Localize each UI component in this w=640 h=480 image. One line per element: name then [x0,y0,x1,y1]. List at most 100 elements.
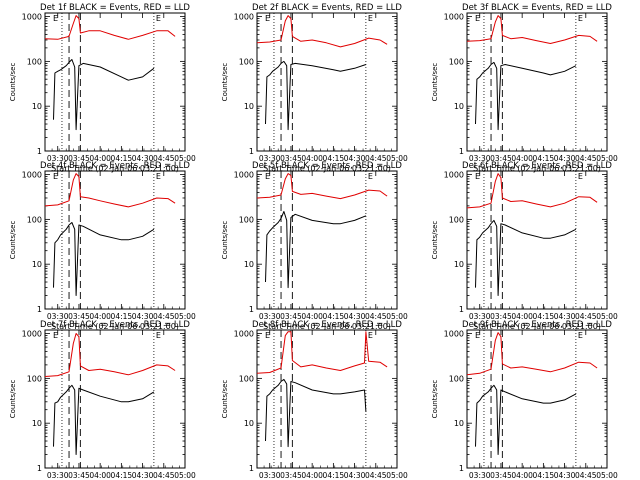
panel-title: Det 6f BLACK = Events, RED = LLD [462,161,612,171]
x-tick-label: 03:30 [259,312,281,321]
plot-frame [256,329,398,469]
x-tick-label: 05:00 [174,312,196,321]
x-tick-label: 03:45 [280,154,302,163]
series-events-line [475,384,577,455]
x-tick-label: 04:45 [365,471,387,480]
plot-frame [44,170,186,310]
y-axis-label: Counts/sec [9,221,17,260]
series-lld-line [466,332,598,376]
x-axis-label: Start Time (02-Jan-06 03:21:00) [263,164,391,173]
y-tick-label: 1 [459,464,464,473]
y-axis-label: Counts/sec [431,221,439,260]
panel: Det 6f BLACK = Events, RED = LLD Counts/s… [431,161,618,331]
panel: Det 9f BLACK = Events, RED = LLD Counts/s… [431,320,618,480]
x-axis-label: Start Time (02-Jan-06 03:21:00) [51,164,179,173]
x-tick-label: 05:00 [596,471,618,480]
flag-label: E [53,172,58,181]
panel: Det 3f BLACK = Events, RED = LLD Counts/s… [431,3,618,173]
y-tick-label: 100 [27,215,42,224]
x-tick-label: 04:45 [575,312,597,321]
y-tick-label: 1 [37,147,42,156]
panel: Det 2f BLACK = Events, RED = LLD Counts/s… [221,3,408,173]
y-axis-label: Counts/sec [9,63,17,102]
x-tick-label: 03:45 [68,154,90,163]
x-tick-label: 04:45 [153,312,175,321]
y-tick-label: 1 [249,147,254,156]
x-tick-label: 04:30 [132,154,154,163]
y-tick-label: 1000 [22,13,42,22]
x-tick-label: 04:00 [511,312,533,321]
y-tick-label: 100 [239,57,254,66]
flag-label: E [368,172,373,181]
x-tick-label: 03:45 [490,471,512,480]
x-tick-label: 03:30 [47,154,69,163]
x-tick-label: 04:00 [511,154,533,163]
y-tick-label: 100 [239,215,254,224]
panel-title: Det 8f BLACK = Events, RED = LLD [252,320,402,330]
flag-label: E [265,172,270,181]
y-axis-label: Counts/sec [9,380,17,419]
x-tick-label: 03:45 [490,154,512,163]
x-tick-label: 05:00 [174,154,196,163]
x-tick-label: 03:30 [259,471,281,480]
x-tick-label: 03:30 [259,154,281,163]
series-events-line [265,211,367,289]
y-tick-label: 10 [244,102,254,111]
x-tick-label: 04:45 [365,312,387,321]
y-axis-label: Counts/sec [221,63,229,102]
series-lld-line [44,333,176,377]
x-tick-label: 04:45 [153,471,175,480]
y-tick-label: 100 [27,57,42,66]
x-tick-label: 04:00 [301,471,323,480]
panel-title: Det 2f BLACK = Events, RED = LLD [252,3,402,13]
flag-label: E [475,14,480,23]
y-tick-label: 10 [32,260,42,269]
x-tick-label: 04:15 [533,312,555,321]
y-axis-label: Counts/sec [221,221,229,260]
series-events-line [53,59,155,131]
plot-frame [466,329,608,469]
x-tick-label: 05:00 [386,312,408,321]
panel: Det 1f BLACK = Events, RED = LLD Counts/s… [9,3,196,173]
flag-label: E [156,331,161,340]
x-tick-label: 03:30 [469,154,491,163]
y-tick-label: 10 [244,419,254,428]
flag-label: E [578,14,583,23]
series-lld-line [256,15,388,48]
x-tick-label: 05:00 [174,471,196,480]
y-axis-label: Counts/sec [431,63,439,102]
flag-label: E [475,172,480,181]
y-tick-label: 100 [449,374,464,383]
y-tick-label: 100 [27,374,42,383]
panel-title: Det 7f BLACK = Events, RED = LLD [40,320,190,330]
panel: Det 8f BLACK = Events, RED = LLD Counts/s… [221,320,408,480]
y-tick-label: 1 [459,305,464,314]
x-tick-label: 04:30 [344,471,366,480]
plot-frame [44,329,186,469]
x-tick-label: 03:45 [68,471,90,480]
x-tick-label: 04:45 [575,471,597,480]
x-tick-label: 04:30 [344,154,366,163]
x-tick-label: 04:15 [533,471,555,480]
series-lld-line [466,173,598,209]
y-tick-label: 1 [249,305,254,314]
x-tick-label: 04:00 [301,312,323,321]
x-tick-label: 04:30 [344,312,366,321]
panel-title: Det 5f BLACK = Events, RED = LLD [252,161,402,171]
panel-title: Det 4f BLACK = Events, RED = LLD [40,161,190,171]
plot-frame [466,12,608,152]
y-tick-label: 100 [239,374,254,383]
series-events-line [475,219,577,296]
x-tick-label: 04:30 [554,312,576,321]
y-tick-label: 1000 [22,171,42,180]
plot-frame [256,12,398,152]
y-tick-label: 1 [37,305,42,314]
y-tick-label: 100 [449,57,464,66]
panel: Det 7f BLACK = Events, RED = LLD Counts/s… [9,320,196,480]
y-tick-label: 1000 [444,330,464,339]
x-tick-label: 04:00 [89,154,111,163]
x-tick-label: 05:00 [386,471,408,480]
x-tick-label: 04:45 [153,154,175,163]
series-events-line [265,378,367,448]
